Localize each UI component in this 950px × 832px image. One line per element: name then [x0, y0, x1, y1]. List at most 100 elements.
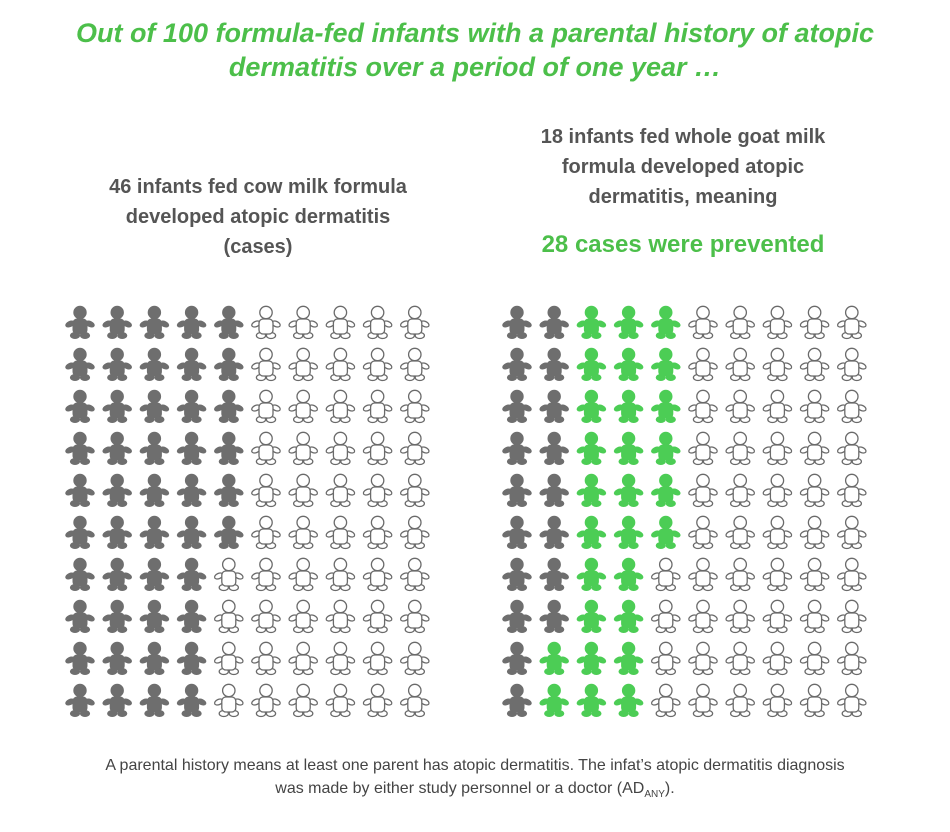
filled-infant-icon	[102, 473, 132, 507]
infant-icon	[325, 515, 356, 550]
infant-icon	[799, 557, 830, 592]
filled-infant-icon	[576, 683, 607, 717]
footnote-end: ).	[664, 780, 675, 797]
filled-infant-icon	[651, 347, 681, 381]
filled-infant-icon	[651, 473, 681, 507]
filled-infant-icon	[139, 305, 170, 339]
filled-infant-icon	[102, 389, 132, 423]
filled-infant-icon	[576, 473, 607, 507]
infant-icon	[251, 431, 281, 466]
infant-icon	[288, 305, 319, 340]
infant-icon	[251, 473, 281, 508]
title: Out of 100 formula-fed infants with a pa…	[75, 18, 875, 82]
infant-icon	[836, 683, 867, 718]
infant-icon	[762, 305, 793, 340]
infant-icon	[725, 515, 756, 550]
infant-icon	[836, 305, 867, 340]
infant-icon	[762, 641, 793, 676]
infant-icon	[325, 431, 356, 466]
infant-icon	[251, 641, 281, 676]
infant-icon	[399, 473, 430, 508]
filled-infant-icon	[576, 557, 607, 591]
filled-infant-icon	[576, 641, 607, 675]
filled-infant-icon	[539, 557, 569, 591]
infant-icon	[399, 305, 430, 340]
infant-icon	[836, 599, 867, 634]
filled-infant-icon	[214, 431, 244, 465]
infant-icon	[362, 557, 393, 592]
filled-infant-icon	[613, 599, 644, 633]
filled-infant-icon	[65, 473, 95, 507]
filled-infant-icon	[651, 431, 681, 465]
filled-infant-icon	[576, 515, 607, 549]
infant-icon	[251, 389, 281, 424]
infant-icon	[688, 641, 718, 676]
infant-icon	[688, 389, 718, 424]
filled-infant-icon	[613, 515, 644, 549]
filled-infant-icon	[502, 557, 532, 591]
infant-icon	[362, 431, 393, 466]
filled-infant-icon	[176, 347, 207, 381]
filled-infant-icon	[651, 305, 681, 339]
filled-infant-icon	[539, 515, 569, 549]
infant-icon	[688, 473, 718, 508]
infant-icon	[213, 641, 244, 676]
infant-icon	[251, 515, 281, 550]
filled-infant-icon	[65, 641, 95, 675]
infant-icon	[725, 389, 756, 424]
filled-infant-icon	[539, 473, 569, 507]
infant-icon	[725, 431, 756, 466]
filled-infant-icon	[502, 515, 532, 549]
filled-infant-icon	[576, 347, 607, 381]
filled-infant-icon	[613, 473, 644, 507]
filled-infant-icon	[102, 683, 132, 717]
filled-infant-icon	[139, 641, 170, 675]
filled-infant-icon	[502, 683, 532, 717]
filled-infant-icon	[65, 683, 95, 717]
filled-infant-icon	[613, 683, 644, 717]
infant-icon	[650, 641, 681, 676]
infant-icon	[688, 683, 718, 718]
filled-infant-icon	[576, 599, 607, 633]
infant-icon	[799, 431, 830, 466]
filled-infant-icon	[613, 305, 644, 339]
infant-icon	[762, 557, 793, 592]
infant-icon	[399, 683, 430, 718]
filled-infant-icon	[214, 473, 244, 507]
filled-infant-icon	[576, 305, 607, 339]
filled-infant-icon	[502, 431, 532, 465]
infant-icon	[362, 305, 393, 340]
filled-infant-icon	[139, 389, 170, 423]
infant-icon	[251, 557, 281, 592]
infant-icon	[799, 473, 830, 508]
infant-icon	[762, 683, 793, 718]
filled-infant-icon	[176, 473, 207, 507]
filled-infant-icon	[214, 305, 244, 339]
filled-infant-icon	[613, 431, 644, 465]
filled-infant-icon	[539, 347, 569, 381]
filled-infant-icon	[139, 599, 170, 633]
footnote-text: A parental history means at least one pa…	[105, 757, 845, 797]
infant-icon	[399, 641, 430, 676]
footnote: A parental history means at least one pa…	[90, 754, 860, 806]
infant-icon	[836, 347, 867, 382]
filled-infant-icon	[139, 347, 170, 381]
infant-icon	[799, 599, 830, 634]
infant-icon	[325, 599, 356, 634]
filled-infant-icon	[102, 431, 132, 465]
infant-icon	[836, 473, 867, 508]
infant-icon	[399, 557, 430, 592]
filled-infant-icon	[502, 473, 532, 507]
infant-icon	[799, 389, 830, 424]
filled-infant-icon	[502, 641, 532, 675]
infant-icon	[362, 473, 393, 508]
highlight-text: 28 cases were prevented	[541, 231, 825, 258]
filled-infant-icon	[576, 431, 607, 465]
infant-icon	[762, 389, 793, 424]
infant-icon	[399, 431, 430, 466]
infant-icon	[288, 347, 319, 382]
filled-infant-icon	[176, 389, 207, 423]
filled-infant-icon	[651, 389, 681, 423]
infant-icon	[251, 683, 281, 718]
